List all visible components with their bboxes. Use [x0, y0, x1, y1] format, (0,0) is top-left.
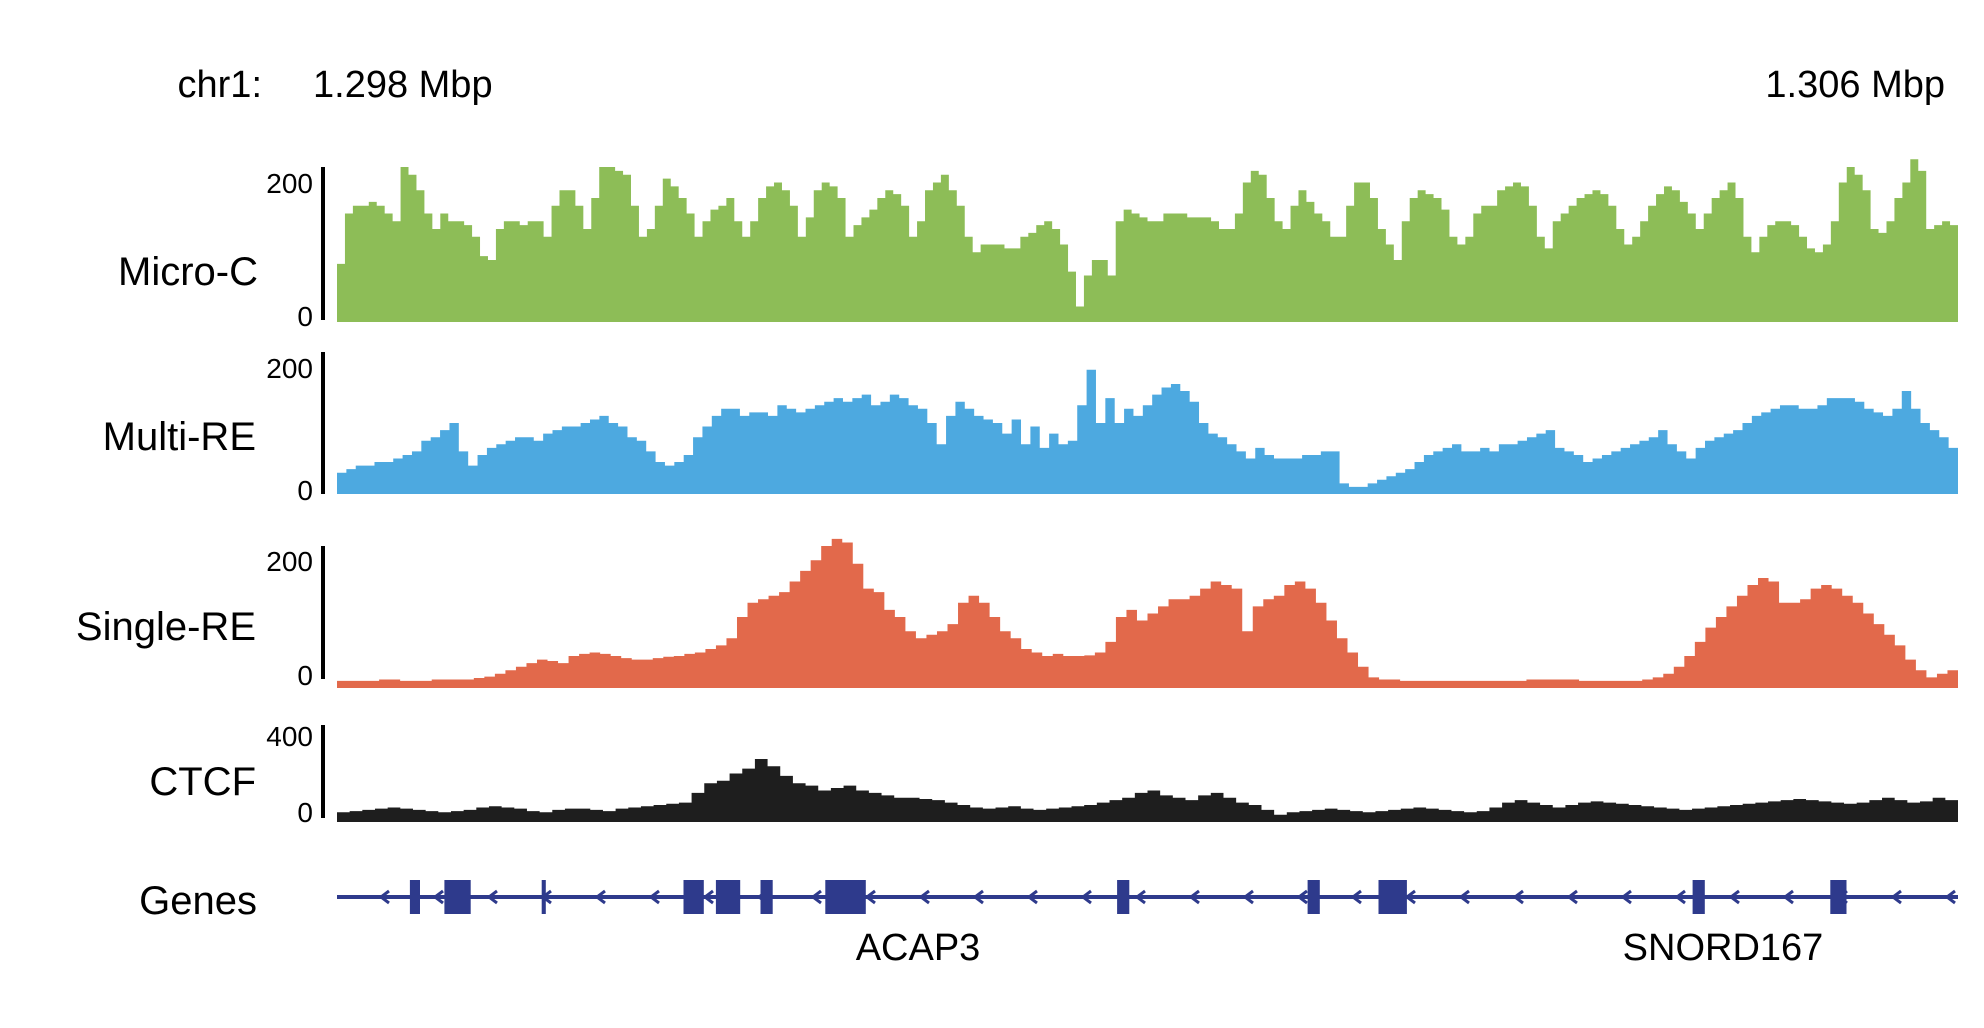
ctcf-ymax-label: 400 — [266, 721, 313, 752]
gene-exon-6 — [760, 880, 773, 914]
strand-arrow-icon — [648, 889, 660, 905]
ctcf-signal-area — [337, 758, 1958, 822]
multi-re-track-label: Multi-RE — [103, 415, 256, 459]
region-end-label: 1.306 Mbp — [1765, 64, 1945, 106]
strand-arrow-icon — [1350, 889, 1362, 905]
region-start-label: 1.298 Mbp — [313, 64, 493, 106]
strand-arrow-icon — [1512, 889, 1524, 905]
gene-exon-8 — [1117, 880, 1130, 914]
multi-re-signal-area — [337, 369, 1958, 494]
strand-arrow-icon — [1080, 889, 1092, 905]
micro-c-ymin-label: 0 — [297, 301, 313, 332]
strand-arrow-icon — [1782, 889, 1794, 905]
gene-exon-12 — [1830, 880, 1847, 914]
strand-arrow-icon — [1566, 889, 1578, 905]
single-re-ymax-label: 200 — [266, 546, 313, 577]
strand-arrow-icon — [1620, 889, 1632, 905]
strand-arrow-icon — [1296, 889, 1308, 905]
strand-arrow-icon — [1728, 889, 1740, 905]
strand-arrow-icon — [1188, 889, 1200, 905]
gene-exon-9 — [1307, 880, 1320, 914]
ctcf-ymin-label: 0 — [297, 797, 313, 828]
strand-arrow-icon — [1026, 889, 1038, 905]
gene-label-snord167: SNORD167 — [1623, 927, 1824, 969]
gene-exon-10 — [1378, 880, 1407, 914]
strand-arrow-icon — [918, 889, 930, 905]
ctcf-track-label: CTCF — [149, 760, 256, 804]
gene-exon-4 — [683, 880, 704, 914]
multi-re-track: Multi-RE 200 0 — [103, 352, 1958, 506]
gene-strand-arrows — [378, 889, 1956, 905]
gene-exons — [409, 880, 1847, 914]
strand-arrow-icon — [972, 889, 984, 905]
multi-re-ymax-label: 200 — [266, 353, 313, 384]
gene-exon-3 — [541, 880, 546, 914]
micro-c-signal-area — [337, 159, 1958, 322]
gene-track: Genes ACAP3 SNORD167 — [139, 879, 1958, 969]
strand-arrow-icon — [702, 889, 714, 905]
single-re-track: Single-RE 200 0 — [76, 538, 1958, 691]
single-re-ymin-label: 0 — [297, 660, 313, 691]
micro-c-track-label: Micro-C — [118, 250, 258, 294]
gene-exon-1 — [409, 880, 420, 914]
strand-arrow-icon — [1944, 889, 1956, 905]
strand-arrow-icon — [486, 889, 498, 905]
gene-exon-5 — [715, 880, 741, 914]
gene-exon-7 — [825, 880, 866, 914]
strand-arrow-icon — [1890, 889, 1902, 905]
strand-arrow-icon — [864, 889, 876, 905]
single-re-track-label: Single-RE — [76, 605, 256, 649]
strand-arrow-icon — [432, 889, 444, 905]
strand-arrow-icon — [1134, 889, 1146, 905]
gene-exon-2 — [444, 880, 471, 914]
strand-arrow-icon — [1242, 889, 1254, 905]
micro-c-track: Micro-C 200 0 — [118, 159, 1958, 332]
strand-arrow-icon — [1674, 889, 1686, 905]
micro-c-ymax-label: 200 — [266, 168, 313, 199]
strand-arrow-icon — [378, 889, 390, 905]
gene-exon-11 — [1692, 880, 1705, 914]
ctcf-track: CTCF 400 0 — [149, 721, 1958, 828]
gene-label-acap3: ACAP3 — [856, 927, 981, 969]
multi-re-ymin-label: 0 — [297, 475, 313, 506]
genes-track-label: Genes — [139, 879, 257, 923]
strand-arrow-icon — [810, 889, 822, 905]
strand-arrow-icon — [594, 889, 606, 905]
strand-arrow-icon — [1458, 889, 1470, 905]
chromosome-label: chr1: — [178, 64, 262, 106]
single-re-signal-area — [337, 538, 1958, 688]
strand-arrow-icon — [1404, 889, 1416, 905]
